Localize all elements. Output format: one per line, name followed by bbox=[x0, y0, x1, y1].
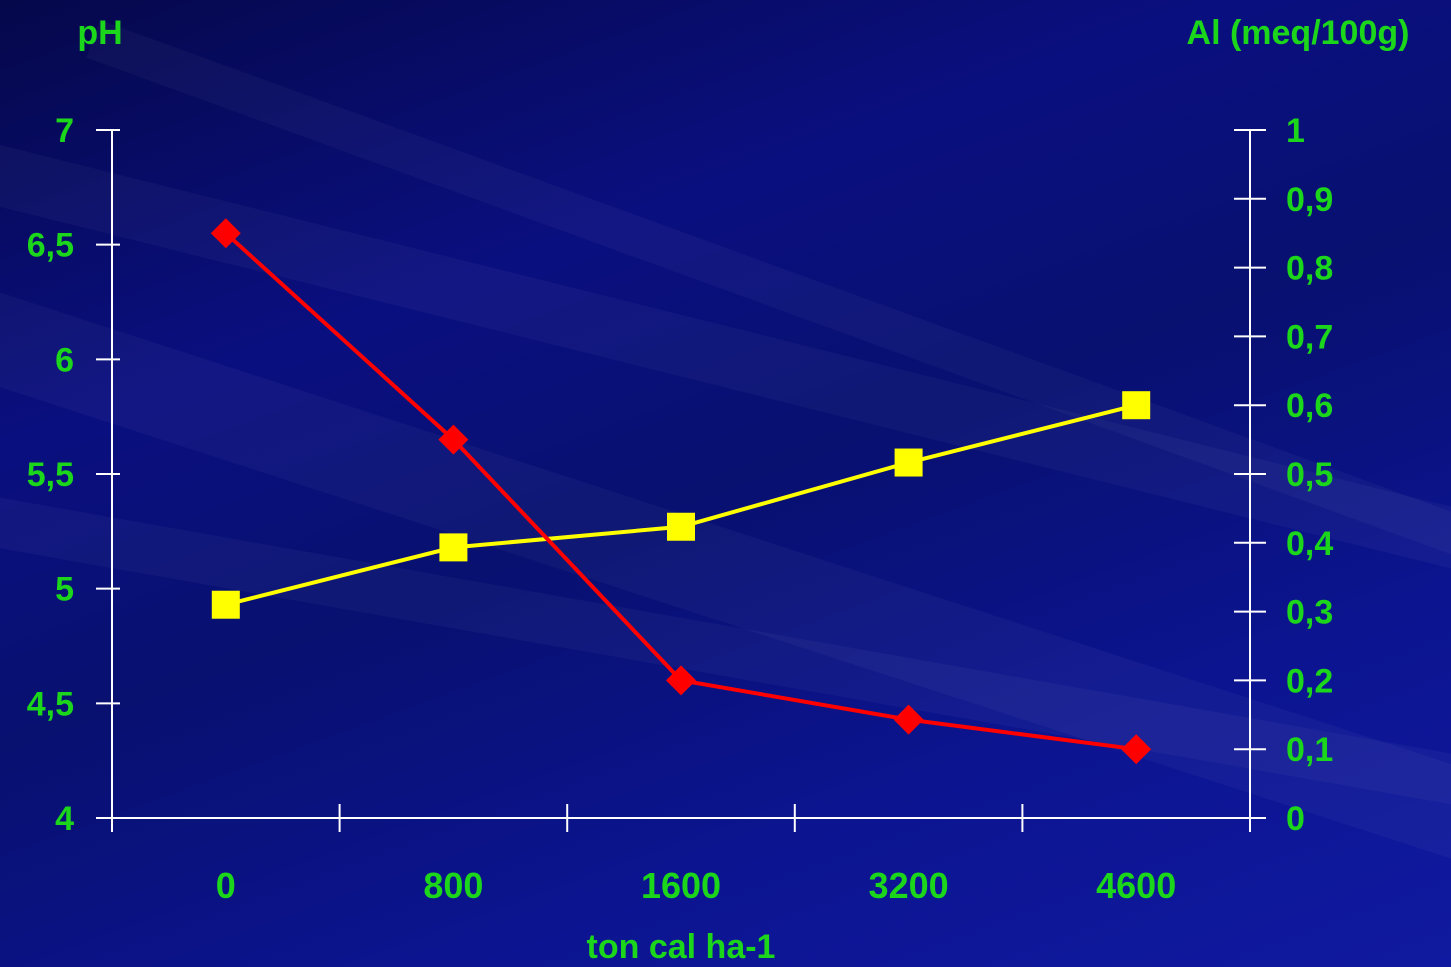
x-axis-title: ton cal ha-1 bbox=[587, 928, 776, 966]
series-layer bbox=[210, 218, 1152, 765]
right-y-tick-label: 0,1 bbox=[1286, 731, 1333, 769]
series-2-marker bbox=[893, 704, 924, 735]
right-y-tick-label: 0,9 bbox=[1286, 181, 1333, 219]
left-y-tick-label: 6,5 bbox=[27, 227, 74, 265]
x-tick-label: 800 bbox=[423, 865, 483, 906]
right-y-tick-label: 0,5 bbox=[1286, 456, 1333, 494]
left-y-tick-label: 6 bbox=[55, 341, 74, 379]
left-axis-title: pH bbox=[77, 14, 122, 52]
right-y-tick-label: 1 bbox=[1286, 112, 1305, 150]
x-tick-label: 1600 bbox=[641, 865, 721, 906]
left-y-tick-label: 5 bbox=[55, 571, 74, 609]
series-1-line bbox=[225, 403, 1137, 607]
right-y-tick-label: 0 bbox=[1286, 800, 1305, 838]
series-2-marker bbox=[666, 665, 696, 696]
axes: 4 4,5 5 5,5 6 6,5 7 0 0,1 0,2 0,3 0,4 0,5 0,6 0,7 0,8 0,… bbox=[27, 112, 1334, 906]
left-y-tick-label: 5,5 bbox=[27, 456, 74, 494]
x-tick-label: 0 bbox=[216, 865, 236, 906]
right-y-tick-label: 0,2 bbox=[1286, 662, 1333, 700]
series-2-marker bbox=[438, 424, 469, 455]
right-axis-title: Al (meq/100g) bbox=[1187, 14, 1410, 52]
series-1-marker bbox=[667, 512, 695, 541]
x-tick-label: 3200 bbox=[869, 865, 949, 906]
series-2-marker bbox=[1121, 734, 1152, 765]
series-1-marker bbox=[439, 533, 468, 562]
right-y-tick-label: 0,4 bbox=[1286, 525, 1333, 563]
right-y-tick-label: 0,7 bbox=[1286, 318, 1333, 356]
right-y-tick-label: 0,8 bbox=[1286, 250, 1333, 288]
series-2-marker bbox=[210, 218, 241, 249]
left-y-tick-label: 4 bbox=[55, 800, 74, 838]
series-1-marker bbox=[894, 448, 923, 477]
series-1-marker bbox=[1122, 391, 1151, 420]
left-y-tick-label: 4,5 bbox=[27, 685, 74, 723]
right-y-tick-label: 0,6 bbox=[1286, 387, 1333, 425]
right-y-tick-label: 0,3 bbox=[1286, 594, 1333, 632]
x-tick-label: 4600 bbox=[1096, 865, 1176, 906]
left-y-tick-label: 7 bbox=[55, 112, 74, 150]
series-1-marker bbox=[211, 590, 240, 619]
